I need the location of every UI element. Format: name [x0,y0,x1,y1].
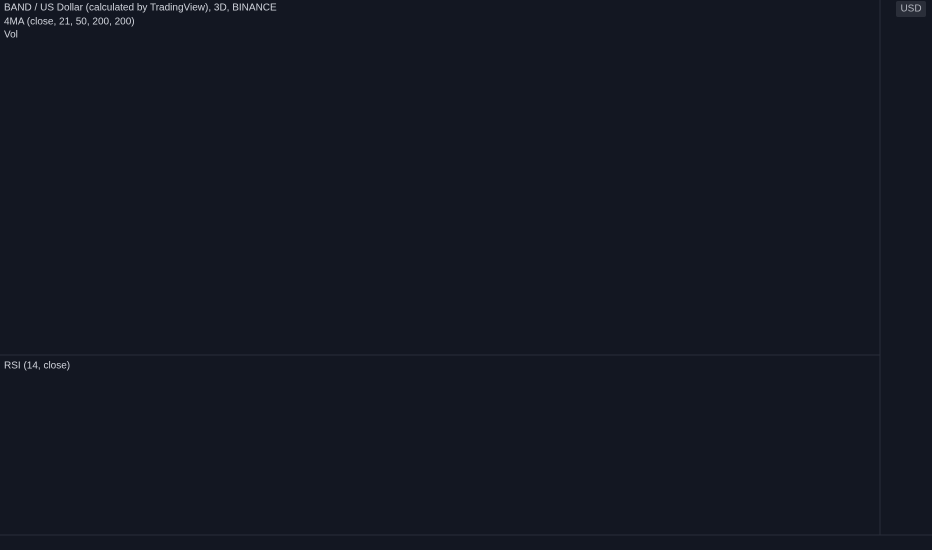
chart-title: BAND / US Dollar (calculated by TradingV… [4,3,277,14]
currency-badge[interactable] [896,1,926,17]
volume-label: Vol [4,30,18,41]
indicator-label: 4MA (close, 21, 50, 200, 200) [4,17,135,28]
price-axis [880,0,932,550]
currency-label[interactable]: USD [900,4,921,15]
rsi-label: RSI (14, close) [4,361,70,372]
